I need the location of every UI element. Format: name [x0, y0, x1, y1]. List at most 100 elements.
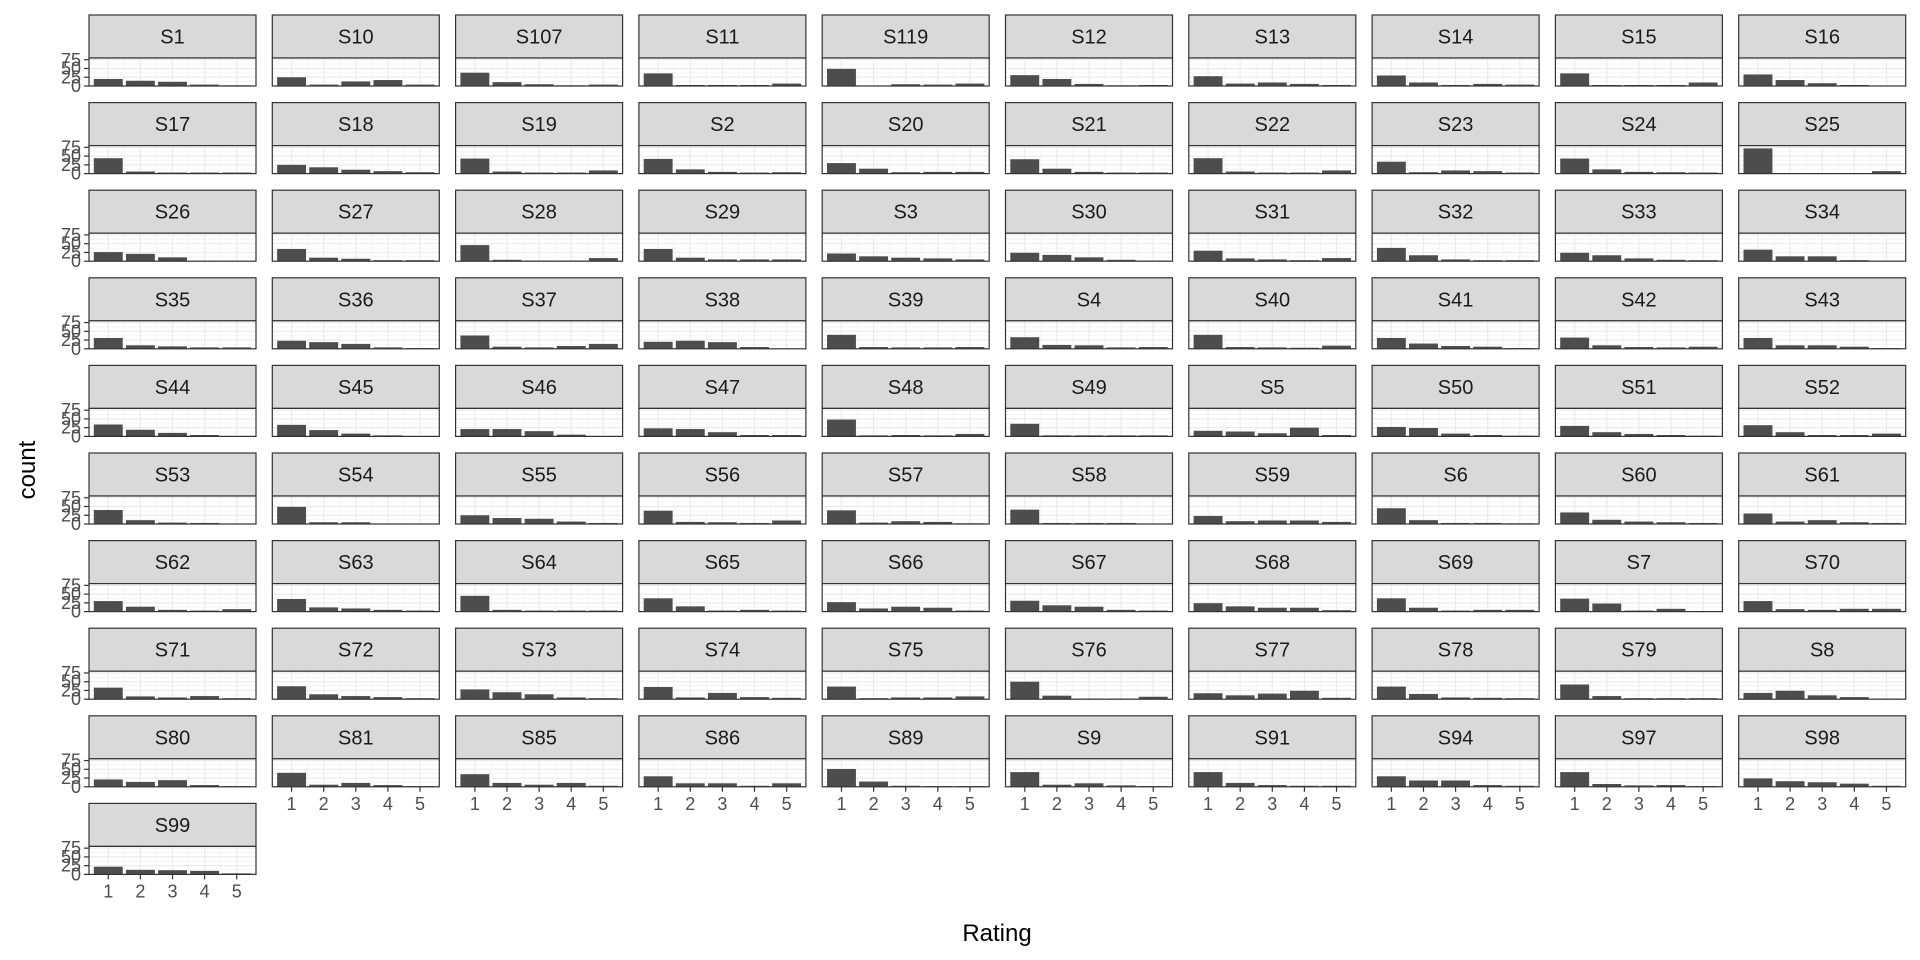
facet-strip — [1738, 277, 1907, 322]
bar — [675, 521, 705, 524]
bar — [492, 692, 522, 700]
facet-panel-border — [638, 57, 807, 87]
bar — [1624, 785, 1654, 787]
y-tick-label: 75 — [61, 838, 81, 858]
bar — [1409, 693, 1438, 700]
facet-panel: S13 — [1188, 14, 1357, 87]
facet-strip-label: S2 — [710, 114, 734, 136]
facet-panel: S8 — [1738, 627, 1907, 700]
facet-strip-label: S6 — [1443, 465, 1467, 487]
facet-panel-border — [821, 495, 990, 525]
x-tick-label: 2 — [1418, 794, 1428, 814]
facet-panel-border — [455, 582, 624, 613]
facet-strip-label: S71 — [155, 640, 191, 662]
bar — [93, 424, 123, 437]
bar — [1322, 697, 1351, 700]
facet-strip-label: S72 — [338, 640, 374, 662]
bar — [1775, 781, 1805, 787]
bar — [859, 347, 889, 349]
bar — [1560, 73, 1590, 86]
facet-panel: S68 — [1188, 539, 1357, 613]
bar — [158, 697, 187, 700]
y-tick-label: 25 — [61, 155, 81, 175]
y-tick-label: 50 — [61, 409, 81, 429]
bar — [643, 686, 673, 700]
facet-strip — [1004, 277, 1174, 322]
facet-strip-label: S75 — [888, 640, 924, 662]
bar — [1656, 172, 1686, 174]
bar — [309, 167, 339, 174]
bar — [1775, 80, 1805, 86]
y-tick-label: 75 — [61, 137, 81, 157]
bar — [1656, 259, 1686, 262]
bar — [125, 696, 155, 700]
facet-strip-label: S11 — [705, 27, 739, 49]
bar — [772, 259, 802, 262]
bar — [492, 346, 522, 349]
bar — [1473, 697, 1503, 700]
facet-panel: S43 — [1738, 277, 1907, 350]
facet-panel-border — [1188, 407, 1357, 437]
facet-strip-label: S64 — [521, 552, 557, 574]
y-tick-label: 25 — [61, 418, 81, 438]
facet-strip — [455, 14, 624, 59]
facet-strip — [821, 277, 990, 322]
bar — [1409, 780, 1438, 787]
bar — [556, 434, 586, 437]
facet-panel-border — [1554, 582, 1724, 613]
bar — [1560, 337, 1590, 349]
facet-panel-border — [271, 582, 440, 613]
facet-panel: S85 1 2 3 4 5 — [455, 715, 624, 814]
facet-strip — [88, 452, 257, 497]
bar — [772, 520, 802, 524]
y-tick-label: 75 — [61, 663, 81, 683]
facet-strip-label: S21 — [1071, 114, 1107, 136]
facet-strip-label: S46 — [521, 377, 557, 399]
facet-panel: S66 — [821, 539, 990, 613]
x-tick-label: 5 — [1148, 794, 1158, 814]
x-tick-label: 3 — [534, 794, 544, 814]
bar — [158, 432, 187, 437]
facet-panel: S32 — [1371, 189, 1540, 262]
facet-panel-border — [1188, 145, 1357, 175]
facet-panel-border — [88, 232, 257, 262]
x-tick-label: 1 — [103, 881, 113, 901]
bar — [1193, 430, 1223, 437]
bar — [373, 347, 403, 349]
bar — [1656, 785, 1686, 787]
facet-panel-border — [638, 320, 807, 350]
bar — [955, 259, 985, 262]
facet-strip — [455, 364, 624, 409]
facet-panel-border — [271, 320, 440, 350]
bar — [827, 334, 856, 349]
bar — [827, 419, 856, 437]
bar — [556, 782, 586, 787]
bar — [222, 609, 252, 612]
facet-strip-label: S85 — [521, 727, 557, 749]
bar — [1376, 776, 1406, 787]
bar — [309, 694, 339, 700]
bar — [1807, 609, 1837, 612]
y-tick-label: 25 — [61, 593, 81, 613]
facet-panel: S23 — [1371, 101, 1540, 175]
bar — [373, 80, 403, 86]
facet-strip — [88, 14, 257, 59]
facet-strip-label: S37 — [521, 289, 557, 311]
bar — [1225, 606, 1255, 612]
facet-panel: S49 — [1004, 364, 1174, 437]
bar — [125, 781, 155, 787]
facet-panel-border — [88, 407, 257, 437]
facet-strip-label: S55 — [521, 465, 557, 487]
bar — [1743, 692, 1773, 700]
bar — [891, 257, 921, 262]
bar — [277, 686, 307, 700]
x-tick-label: 5 — [965, 794, 975, 814]
facet-panel-border — [821, 670, 990, 700]
bar — [1656, 435, 1686, 437]
facet-strip — [271, 452, 440, 497]
bar — [1743, 778, 1773, 787]
facet-panel-border — [455, 57, 624, 87]
facet-panel: S42 — [1554, 277, 1724, 350]
